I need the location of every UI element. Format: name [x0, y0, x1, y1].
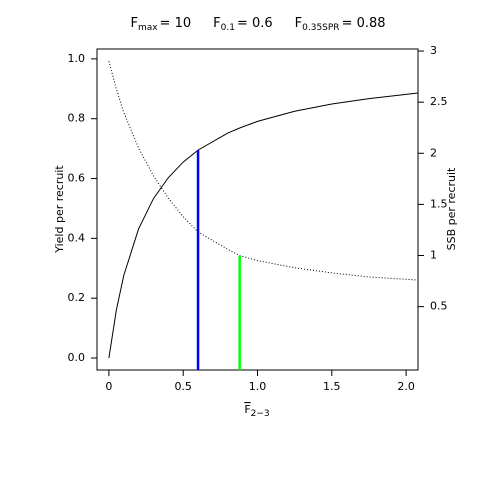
title-subscript: 0.35SPR: [302, 23, 339, 33]
title-value: = 0.6: [237, 16, 273, 31]
yield-curve: [108, 92, 418, 359]
title-subscript: 0.1: [221, 23, 235, 33]
y2-tick-label: 3: [430, 44, 437, 57]
ssb-curve: [108, 61, 418, 281]
y2-tick-label: 1.5: [430, 197, 448, 210]
y-tick-label: 1.0: [68, 52, 86, 65]
x-tick-label: 0.5: [174, 380, 192, 393]
title-value: = 0.88: [342, 16, 386, 31]
plot-frame: [96, 48, 419, 371]
title-symbol: F: [213, 16, 220, 31]
y2-tick-label: 2.5: [430, 95, 448, 108]
x-label-symbol: F: [244, 403, 250, 416]
x-tick-label: 1.5: [323, 380, 341, 393]
title-symbol: F: [130, 16, 137, 31]
title-symbol: F: [295, 16, 302, 31]
x-tick-label: 2.0: [397, 380, 415, 393]
y-tick-label: 0.0: [68, 351, 86, 364]
title-value: = 10: [160, 16, 192, 31]
y-tick-label: 0.6: [68, 172, 86, 185]
y2-tick-label: 2: [430, 146, 437, 159]
title-subscript: max: [138, 23, 158, 33]
y-tick-label: 0.2: [68, 291, 86, 304]
y-tick-label: 0.8: [68, 112, 86, 125]
x-tick-label: 1.0: [249, 380, 267, 393]
x-label-subscript: 2−3: [251, 409, 270, 419]
y2-tick-label: 0.5: [430, 300, 448, 313]
y-axis-label: Yield per recruit: [53, 165, 66, 254]
x-tick-label: 0: [105, 380, 112, 393]
chart-title: Fmax = 10 F0.1 = 0.6 F0.35SPR = 0.88: [130, 16, 385, 33]
y2-axis-label: SSB per recruit: [445, 167, 458, 250]
x-axis-label: F2−3: [244, 403, 269, 419]
y-tick-label: 0.4: [68, 231, 86, 244]
y2-tick-label: 1: [430, 249, 437, 262]
